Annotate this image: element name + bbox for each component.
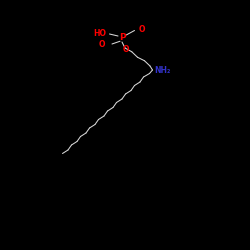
Text: NH₂: NH₂ <box>154 66 171 75</box>
Text: O: O <box>139 25 145 34</box>
Text: HO: HO <box>93 29 106 38</box>
Text: O: O <box>99 40 105 49</box>
Text: P: P <box>119 34 125 42</box>
Text: O: O <box>122 46 129 54</box>
